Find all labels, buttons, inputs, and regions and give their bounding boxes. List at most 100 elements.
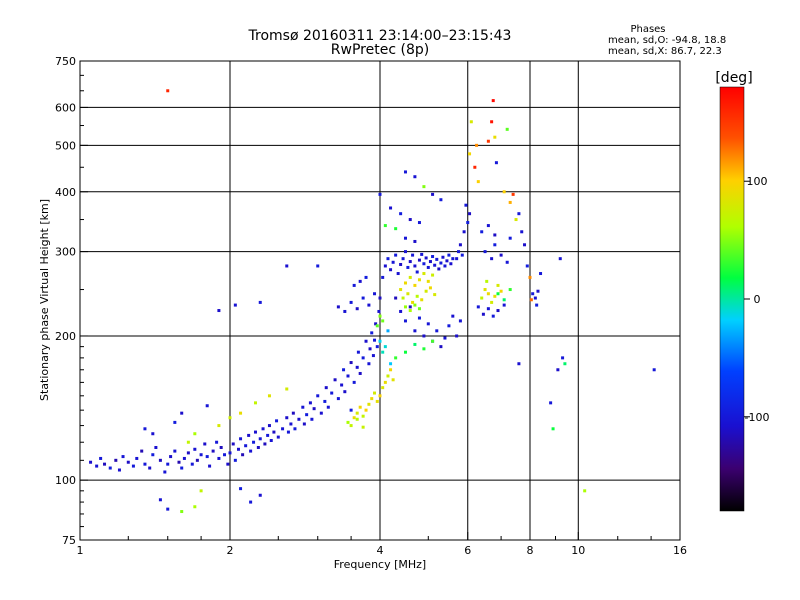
x-tick-label: 2: [227, 544, 234, 557]
echo-point: [408, 260, 412, 264]
echo-point: [319, 411, 323, 415]
echo-point: [261, 427, 265, 431]
echo-point: [253, 430, 257, 434]
echo-point: [415, 270, 419, 274]
echo-point: [383, 345, 387, 349]
echo-point: [310, 417, 314, 421]
echo-point: [426, 322, 430, 326]
echo-point: [523, 243, 527, 247]
echo-point: [361, 356, 365, 360]
echo-point: [195, 458, 199, 462]
echo-point: [143, 427, 147, 431]
echo-point: [323, 399, 327, 403]
echo-point: [406, 265, 410, 269]
echo-point: [389, 268, 393, 272]
echo-point: [431, 255, 435, 259]
echo-point: [561, 356, 565, 360]
echo-point: [291, 411, 295, 415]
echo-point: [439, 198, 443, 202]
echo-point: [533, 296, 537, 300]
echo-point: [389, 362, 393, 366]
echo-point: [411, 300, 415, 304]
y-tick-label: 100: [55, 474, 76, 487]
colorbar-tick-label: 0: [754, 293, 761, 306]
echo-point: [394, 253, 398, 257]
echo-point: [346, 420, 350, 424]
echo-point: [496, 283, 500, 287]
echo-point: [381, 350, 385, 354]
echo-point: [131, 464, 135, 468]
x-tick-label: 16: [673, 544, 687, 557]
echo-point: [349, 408, 353, 412]
echo-point: [528, 275, 532, 279]
echo-point: [342, 368, 346, 372]
echo-point: [413, 175, 417, 179]
echo-point: [163, 470, 167, 474]
echo-point: [449, 262, 453, 266]
echo-point: [396, 272, 400, 276]
echo-point: [356, 350, 360, 354]
echo-point: [285, 387, 289, 391]
echo-point: [462, 230, 466, 234]
echo-point: [493, 294, 497, 298]
echo-point: [267, 394, 271, 398]
echo-point: [364, 275, 368, 279]
echo-point: [441, 255, 445, 259]
x-tick-label: 8: [527, 544, 534, 557]
echo-point: [293, 427, 297, 431]
echo-point: [231, 442, 235, 446]
echo-point: [326, 405, 330, 409]
echo-point: [154, 445, 158, 449]
echo-point: [375, 345, 379, 349]
echo-point: [403, 170, 407, 174]
echo-point: [343, 309, 347, 313]
echo-point: [316, 394, 320, 398]
echo-point: [502, 190, 506, 194]
x-axis-ticks: 1 2 4 6 8 10 16: [77, 532, 687, 557]
echo-point: [316, 264, 320, 268]
echo-point: [401, 257, 405, 261]
echo-point: [386, 329, 390, 333]
echo-point: [258, 437, 262, 441]
y-tick-label: 300: [55, 246, 76, 259]
echo-point: [433, 293, 437, 297]
echo-point: [343, 390, 347, 394]
echo-point: [370, 331, 374, 335]
echo-point: [502, 298, 506, 302]
echo-point: [355, 307, 359, 311]
echo-point: [399, 262, 403, 266]
echo-point: [394, 227, 398, 231]
echo-point: [549, 401, 553, 405]
echo-point: [151, 453, 155, 457]
echo-point: [381, 275, 385, 279]
y-tick-label: 500: [55, 139, 76, 152]
echo-point: [361, 414, 365, 418]
echo-point: [253, 401, 257, 405]
echo-point: [556, 368, 560, 372]
echo-point: [177, 460, 181, 464]
echo-point: [391, 260, 395, 264]
echo-point: [275, 419, 279, 423]
echo-point: [269, 439, 273, 443]
echo-point: [406, 292, 410, 296]
echo-point: [443, 336, 447, 340]
echo-point: [103, 462, 107, 466]
echo-point: [378, 192, 382, 196]
echo-point: [117, 468, 121, 472]
echo-point: [289, 422, 293, 426]
echo-point: [422, 262, 426, 266]
echo-point: [502, 303, 506, 307]
echo-point: [413, 239, 417, 243]
echo-point: [193, 505, 197, 509]
echo-point: [381, 319, 385, 323]
echo-point: [480, 296, 484, 300]
echo-point: [381, 386, 385, 390]
echo-point: [505, 127, 509, 131]
echo-point: [439, 261, 443, 265]
echo-point: [428, 286, 432, 290]
echo-point: [203, 442, 207, 446]
chart-subtitle: RwPretec (8p): [331, 42, 429, 58]
echo-point: [371, 354, 375, 358]
phases-heading: Phases: [630, 24, 665, 35]
echo-point: [447, 253, 451, 257]
